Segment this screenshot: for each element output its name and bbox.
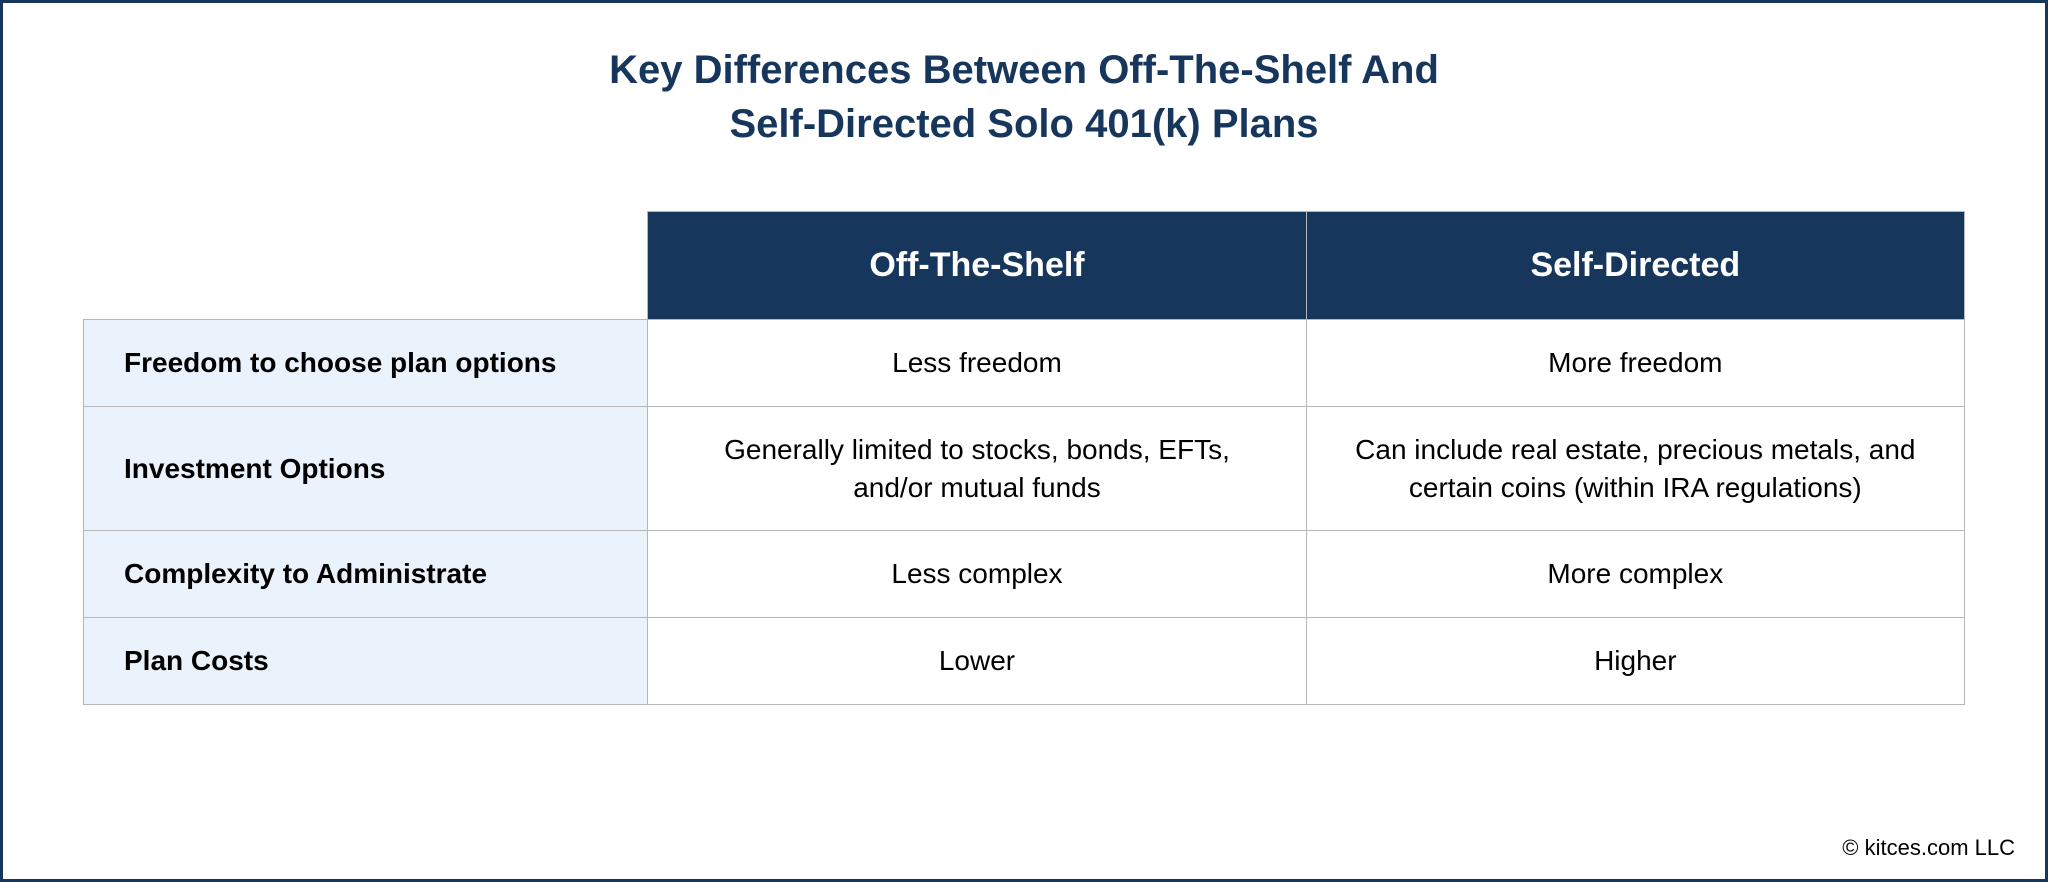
row-label: Complexity to Administrate — [84, 531, 648, 618]
cell-self-directed: Can include real estate, precious metals… — [1306, 406, 1964, 531]
table-row: Plan Costs Lower Higher — [84, 618, 1965, 705]
row-label: Freedom to choose plan options — [84, 320, 648, 407]
cell-off-the-shelf: Lower — [648, 618, 1306, 705]
table-row: Freedom to choose plan options Less free… — [84, 320, 1965, 407]
table-row: Investment Options Generally limited to … — [84, 406, 1965, 531]
copyright-footer: © kitces.com LLC — [1842, 835, 2015, 861]
table-header-row: Off-The-Shelf Self-Directed — [84, 212, 1965, 320]
cell-off-the-shelf: Generally limited to stocks, bonds, EFTs… — [648, 406, 1306, 531]
cell-off-the-shelf: Less complex — [648, 531, 1306, 618]
cell-off-the-shelf: Less freedom — [648, 320, 1306, 407]
column-header-off-the-shelf: Off-The-Shelf — [648, 212, 1306, 320]
table-row: Complexity to Administrate Less complex … — [84, 531, 1965, 618]
blank-header-cell — [84, 212, 648, 320]
page-title: Key Differences Between Off-The-Shelf An… — [83, 43, 1965, 151]
cell-self-directed: Higher — [1306, 618, 1964, 705]
comparison-table: Off-The-Shelf Self-Directed Freedom to c… — [83, 211, 1965, 705]
column-header-self-directed: Self-Directed — [1306, 212, 1964, 320]
cell-self-directed: More freedom — [1306, 320, 1964, 407]
row-label: Plan Costs — [84, 618, 648, 705]
comparison-frame: Key Differences Between Off-The-Shelf An… — [0, 0, 2048, 882]
cell-self-directed: More complex — [1306, 531, 1964, 618]
row-label: Investment Options — [84, 406, 648, 531]
